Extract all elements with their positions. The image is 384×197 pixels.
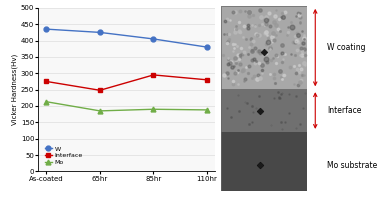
- Mo: [44, 100, 49, 103]
- W: [205, 46, 209, 48]
- Mo: [98, 110, 102, 112]
- Mo: [205, 109, 209, 111]
- Bar: [221, 89, 307, 132]
- Line: Interface: Interface: [44, 72, 209, 93]
- Line: Mo: Mo: [44, 99, 209, 113]
- W: [151, 38, 156, 40]
- Mo: [151, 108, 156, 111]
- Line: W: W: [44, 27, 209, 50]
- W: [44, 28, 49, 30]
- Legend: W, Interface, Mo: W, Interface, Mo: [43, 145, 84, 167]
- Text: W coating: W coating: [327, 43, 365, 52]
- Bar: [221, 132, 307, 191]
- Bar: [221, 6, 307, 89]
- Interface: [44, 80, 49, 83]
- Text: Mo substrate: Mo substrate: [327, 161, 377, 170]
- Interface: [205, 79, 209, 81]
- Text: Interface: Interface: [327, 106, 361, 115]
- Interface: [151, 74, 156, 76]
- W: [98, 31, 102, 34]
- Y-axis label: Vicker Hardness(Hv): Vicker Hardness(Hv): [12, 54, 18, 125]
- Interface: [98, 89, 102, 91]
